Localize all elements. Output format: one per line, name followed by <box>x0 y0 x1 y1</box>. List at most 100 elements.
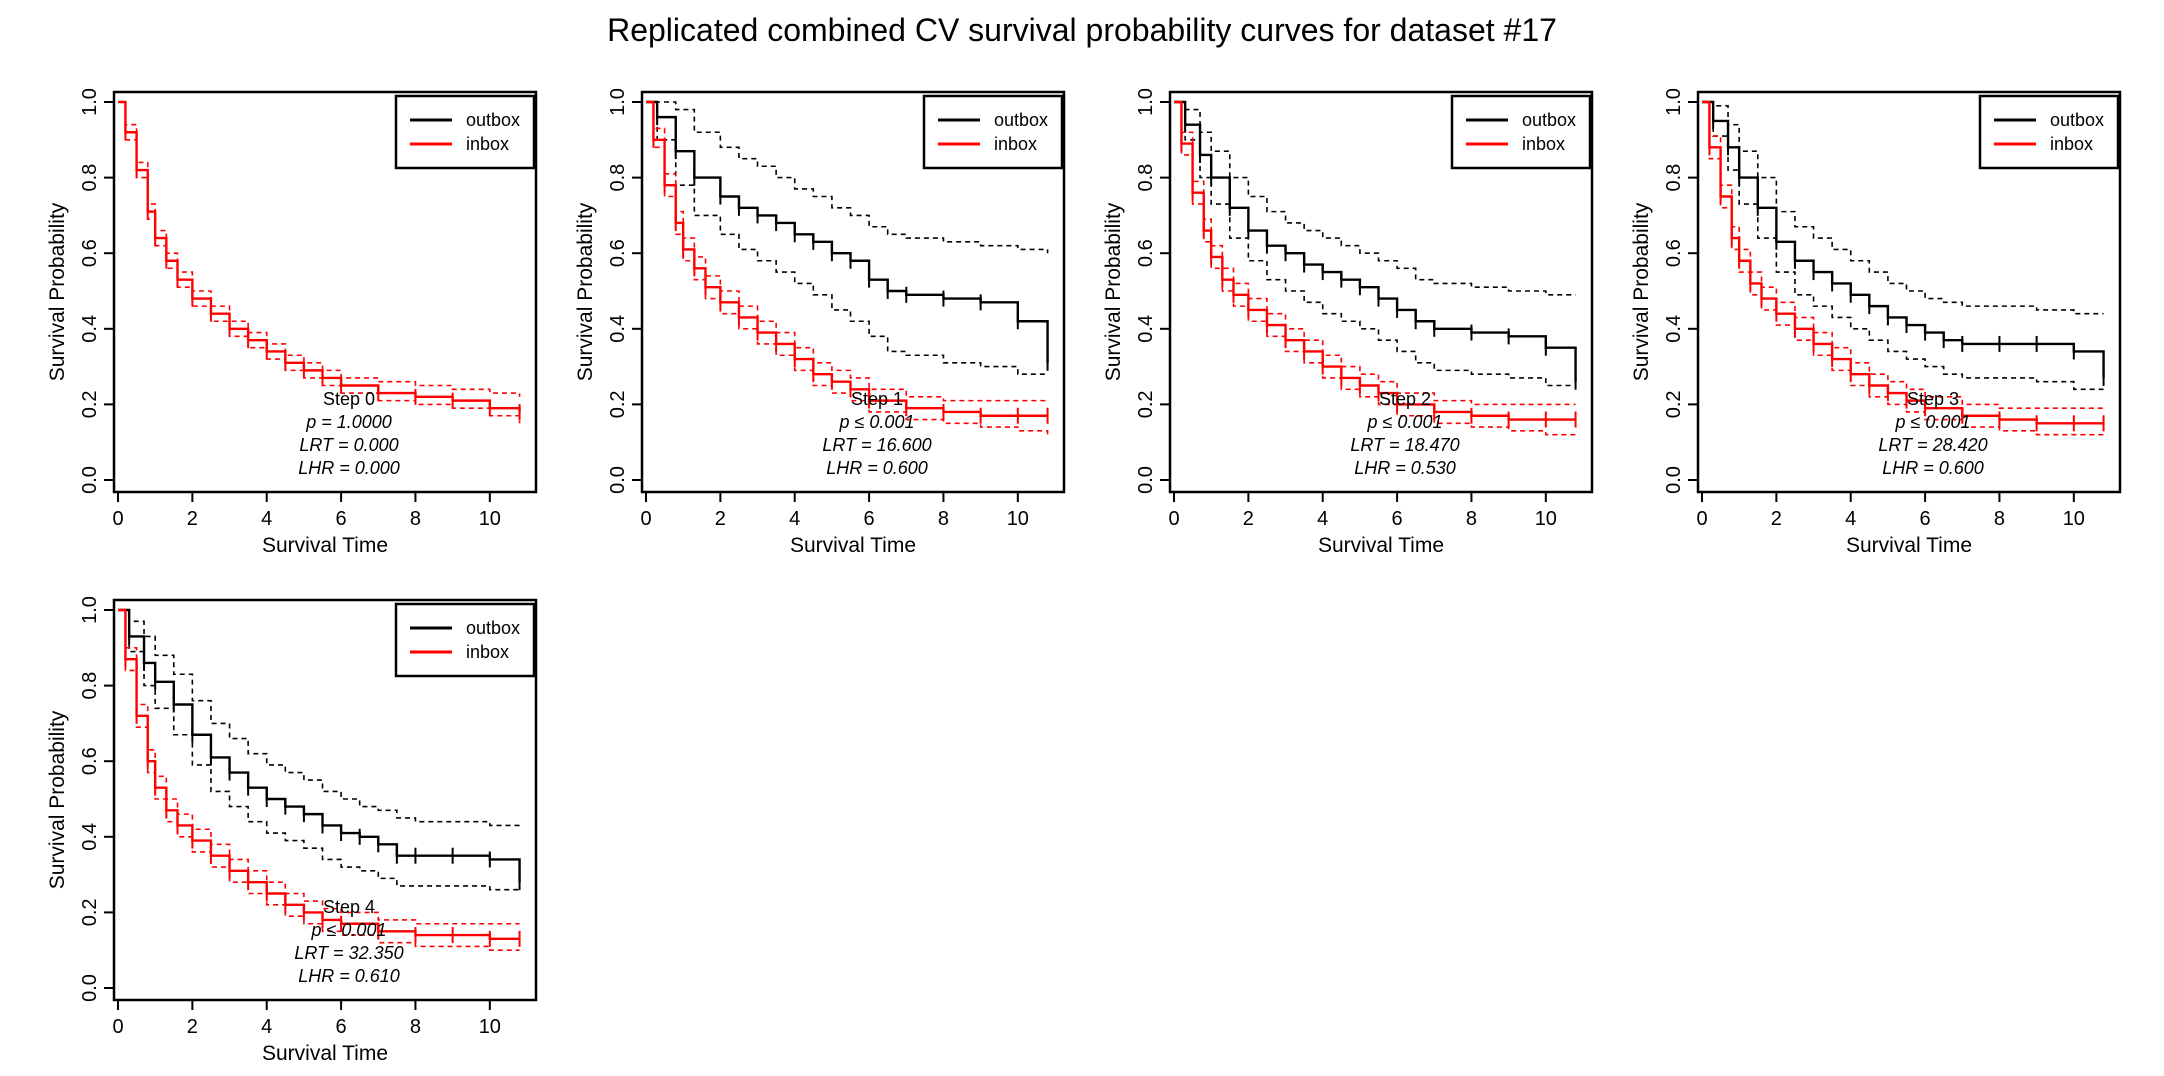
y-axis-label: Survival Probability <box>574 202 597 381</box>
y-tick-label: 0.8 <box>79 672 101 700</box>
stats-line-3: LHR = 0.610 <box>298 966 400 986</box>
x-tick-label: 8 <box>1994 508 2005 530</box>
y-tick-label: 0.2 <box>79 390 101 418</box>
figure-title: Replicated combined CV survival probabil… <box>607 12 1557 48</box>
ci-band-inbox <box>1174 101 1576 406</box>
stats-line-1: p ≤ 0.001 <box>311 920 387 940</box>
stats-line-1: p ≤ 0.001 <box>1367 412 1443 432</box>
x-axis-label: Survival Time <box>1318 534 1444 557</box>
x-tick-label: 10 <box>1007 508 1029 530</box>
stats-line-2: LRT = 16.600 <box>822 435 931 455</box>
x-tick-label: 10 <box>2063 508 2085 530</box>
y-tick-label: 0.6 <box>79 747 101 775</box>
ci-band-inbox <box>118 609 520 925</box>
stats-line-0: Step 3 <box>1907 389 1959 409</box>
x-tick-label: 8 <box>1466 508 1477 530</box>
plot-frame <box>1168 90 1594 494</box>
ci-band-inbox <box>646 101 1049 435</box>
y-tick-label: 0.2 <box>79 898 101 926</box>
survival-panel-3: 0 2 4 6 8 10 0.0 0.2 0.4 0.6 0.8 1.0 Survival Time Su… <box>1630 88 2122 557</box>
legend-label-outbox: outbox <box>2050 110 2104 130</box>
y-axis-label: Survival Probability <box>1630 202 1653 381</box>
y-tick-label: 0.2 <box>607 390 629 418</box>
y-tick-label: 1.0 <box>1663 88 1685 116</box>
x-tick-label: 4 <box>1845 508 1856 530</box>
x-axis-label: Survival Time <box>262 534 388 557</box>
y-tick-label: 0.6 <box>1135 239 1157 267</box>
stats-line-0: Step 4 <box>323 897 375 917</box>
ci-band-inbox <box>646 101 1048 402</box>
stats-line-3: LHR = 0.530 <box>1354 458 1456 478</box>
x-tick-label: 10 <box>479 508 501 530</box>
stats-line-2: LRT = 32.350 <box>294 943 403 963</box>
y-tick-label: 1.0 <box>607 88 629 116</box>
legend-label-outbox: outbox <box>994 110 1048 130</box>
stats-line-2: LRT = 0.000 <box>299 435 398 455</box>
x-tick-label: 10 <box>1535 508 1557 530</box>
x-tick-label: 0 <box>112 508 123 530</box>
legend-label-inbox: inbox <box>466 134 509 154</box>
y-tick-label: 0.6 <box>607 239 629 267</box>
plot-frame <box>1696 90 2122 494</box>
plot-frame <box>640 90 1066 494</box>
legend-box <box>394 602 536 678</box>
x-tick-label: 8 <box>938 508 949 530</box>
x-tick-label: 8 <box>410 508 421 530</box>
y-tick-label: 0.0 <box>607 466 629 494</box>
plot-frame <box>112 90 538 494</box>
x-tick-label: 0 <box>1168 508 1179 530</box>
y-tick-label: 0.2 <box>1663 390 1685 418</box>
x-axis-label: Survival Time <box>1846 534 1972 557</box>
y-tick-label: 0.4 <box>79 315 101 343</box>
y-tick-label: 0.0 <box>79 466 101 494</box>
y-tick-label: 1.0 <box>79 596 101 624</box>
legend-label-inbox: inbox <box>466 642 509 662</box>
x-axis-label: Survival Time <box>790 534 916 557</box>
x-tick-label: 4 <box>261 508 272 530</box>
y-tick-label: 0.4 <box>607 315 629 343</box>
survival-panel-2: 0 2 4 6 8 10 0.0 0.2 0.4 0.6 0.8 1.0 Survival Time Su… <box>1102 88 1594 557</box>
y-tick-label: 0.4 <box>1135 315 1157 343</box>
x-tick-label: 6 <box>864 508 875 530</box>
ci-band-outbox <box>1174 101 1576 387</box>
x-tick-label: 0 <box>1696 508 1707 530</box>
ci-band-outbox <box>646 101 1048 375</box>
y-tick-label: 0.0 <box>1135 466 1157 494</box>
x-tick-label: 6 <box>1392 508 1403 530</box>
ci-band-outbox <box>1702 101 2104 315</box>
x-tick-label: 0 <box>112 1016 123 1038</box>
y-tick-label: 0.8 <box>79 164 101 192</box>
legend-label-outbox: outbox <box>466 110 520 130</box>
x-tick-label: 2 <box>187 508 198 530</box>
y-tick-label: 1.0 <box>79 88 101 116</box>
legend-label-inbox: inbox <box>2050 134 2093 154</box>
y-axis-label: Survival Probability <box>1102 202 1125 381</box>
x-tick-label: 4 <box>789 508 800 530</box>
legend-box <box>1978 94 2120 170</box>
x-tick-label: 2 <box>715 508 726 530</box>
y-tick-label: 0.6 <box>79 239 101 267</box>
x-tick-label: 2 <box>1243 508 1254 530</box>
ci-band-outbox <box>118 609 520 891</box>
stats-line-3: LHR = 0.600 <box>1882 458 1984 478</box>
survival-panel-4: 0 2 4 6 8 10 0.0 0.2 0.4 0.6 0.8 1.0 Survival Time Su… <box>46 596 538 1065</box>
stats-line-1: p ≤ 0.001 <box>839 412 915 432</box>
ci-band-outbox <box>1702 101 2104 391</box>
x-tick-label: 10 <box>479 1016 501 1038</box>
stats-line-0: Step 2 <box>1379 389 1431 409</box>
x-tick-label: 6 <box>336 508 347 530</box>
stats-line-0: Step 0 <box>323 389 375 409</box>
y-tick-label: 0.4 <box>79 823 101 851</box>
ci-band-inbox <box>1174 101 1577 439</box>
y-tick-label: 0.4 <box>1663 315 1685 343</box>
legend-label-outbox: outbox <box>466 618 520 638</box>
y-tick-label: 0.0 <box>79 974 101 1002</box>
y-tick-label: 0.0 <box>1663 466 1685 494</box>
legend-label-outbox: outbox <box>1522 110 1576 130</box>
y-tick-label: 0.8 <box>607 164 629 192</box>
x-tick-label: 6 <box>1920 508 1931 530</box>
x-tick-label: 6 <box>336 1016 347 1038</box>
stats-line-2: LRT = 18.470 <box>1350 435 1459 455</box>
y-tick-label: 0.6 <box>1663 239 1685 267</box>
